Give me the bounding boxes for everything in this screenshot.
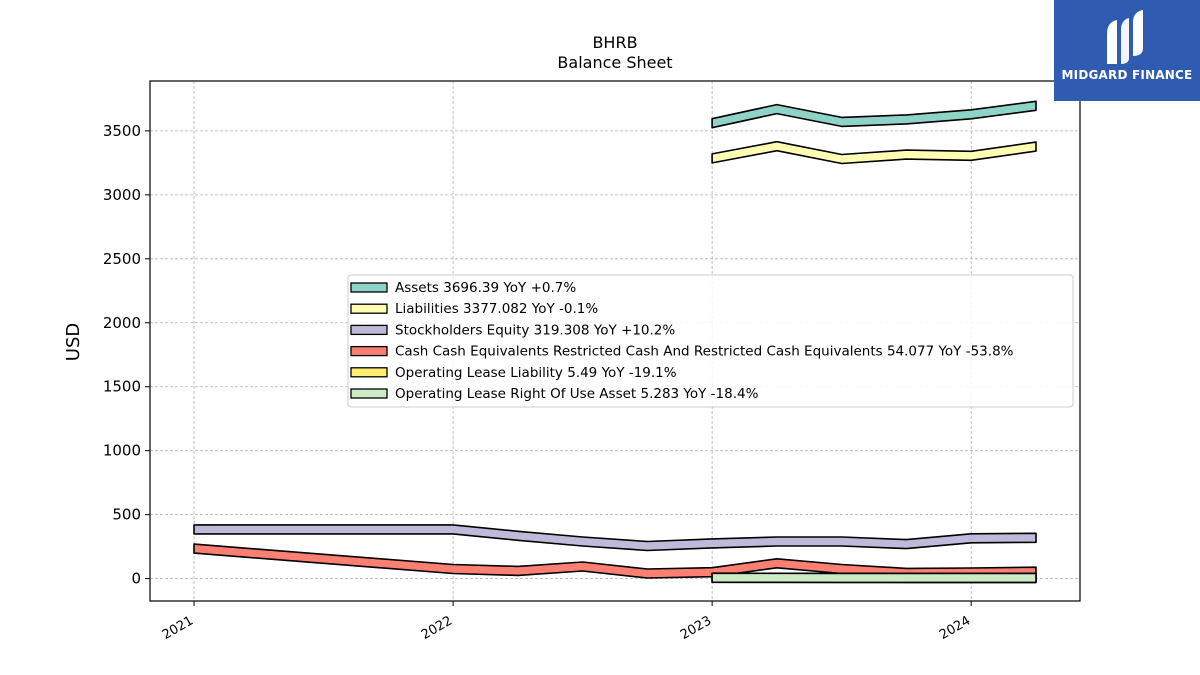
legend-label: Assets 3696.39 YoY +0.7% (395, 280, 576, 296)
legend-swatch (350, 324, 388, 336)
legend-swatch (350, 282, 388, 293)
y-tick-label: 3500 (103, 122, 141, 140)
legend-swatch (350, 345, 388, 357)
series-band-3 (193, 524, 1037, 552)
chart-subtitle: Balance Sheet (557, 53, 672, 72)
y-tick-label: 2000 (103, 314, 141, 332)
x-axis-ticks: 2021 2022 2023 2024 (160, 601, 973, 643)
series-layer (193, 100, 1037, 584)
legend-label: Stockholders Equity 319.308 YoY +10.2% (395, 322, 675, 338)
x-tick-label: 2021 (160, 613, 196, 643)
y-tick-label: 2500 (103, 250, 141, 268)
logo-text: MIDGARD FINANCE (1061, 68, 1193, 82)
series-band-1 (711, 100, 1037, 129)
series-band-6 (711, 572, 1037, 584)
x-tick-label: 2023 (678, 613, 714, 643)
y-tick-label: 3000 (103, 186, 141, 204)
legend: Assets 3696.39 YoY +0.7% Liabilities 3377… (347, 274, 1074, 408)
legend-label: Cash Cash Equivalents Restricted Cash An… (395, 344, 1014, 360)
legend-label: Operating Lease Liability 5.49 YoY -19.1… (395, 365, 677, 381)
legend-label: Liabilities 3377.082 YoY -0.1% (395, 301, 598, 317)
legend-box (347, 274, 1074, 408)
legend-label: Operating Lease Right Of Use Asset 5.283… (395, 386, 759, 402)
y-tick-label: 1500 (103, 378, 141, 396)
y-tick-label: 0 (131, 570, 141, 588)
legend-swatch (350, 367, 388, 378)
x-tick-label: 2024 (937, 613, 973, 643)
legend-swatch (350, 303, 388, 314)
y-axis-ticks: 0 500 1000 1500 2000 2500 3000 3500 (103, 122, 150, 588)
y-tick-label: 500 (112, 506, 141, 524)
chart-title: BHRB (592, 33, 637, 52)
series-band-2 (711, 140, 1037, 165)
y-tick-label: 1000 (103, 442, 141, 460)
midgard-finance-logo: MIDGARD FINANCE (1054, 0, 1200, 101)
y-axis-label: USD (63, 323, 84, 361)
x-tick-label: 2022 (419, 613, 455, 643)
stylized-m-logo-icon (1107, 10, 1143, 64)
legend-swatch (350, 388, 388, 399)
plot-frame (149, 80, 1081, 602)
